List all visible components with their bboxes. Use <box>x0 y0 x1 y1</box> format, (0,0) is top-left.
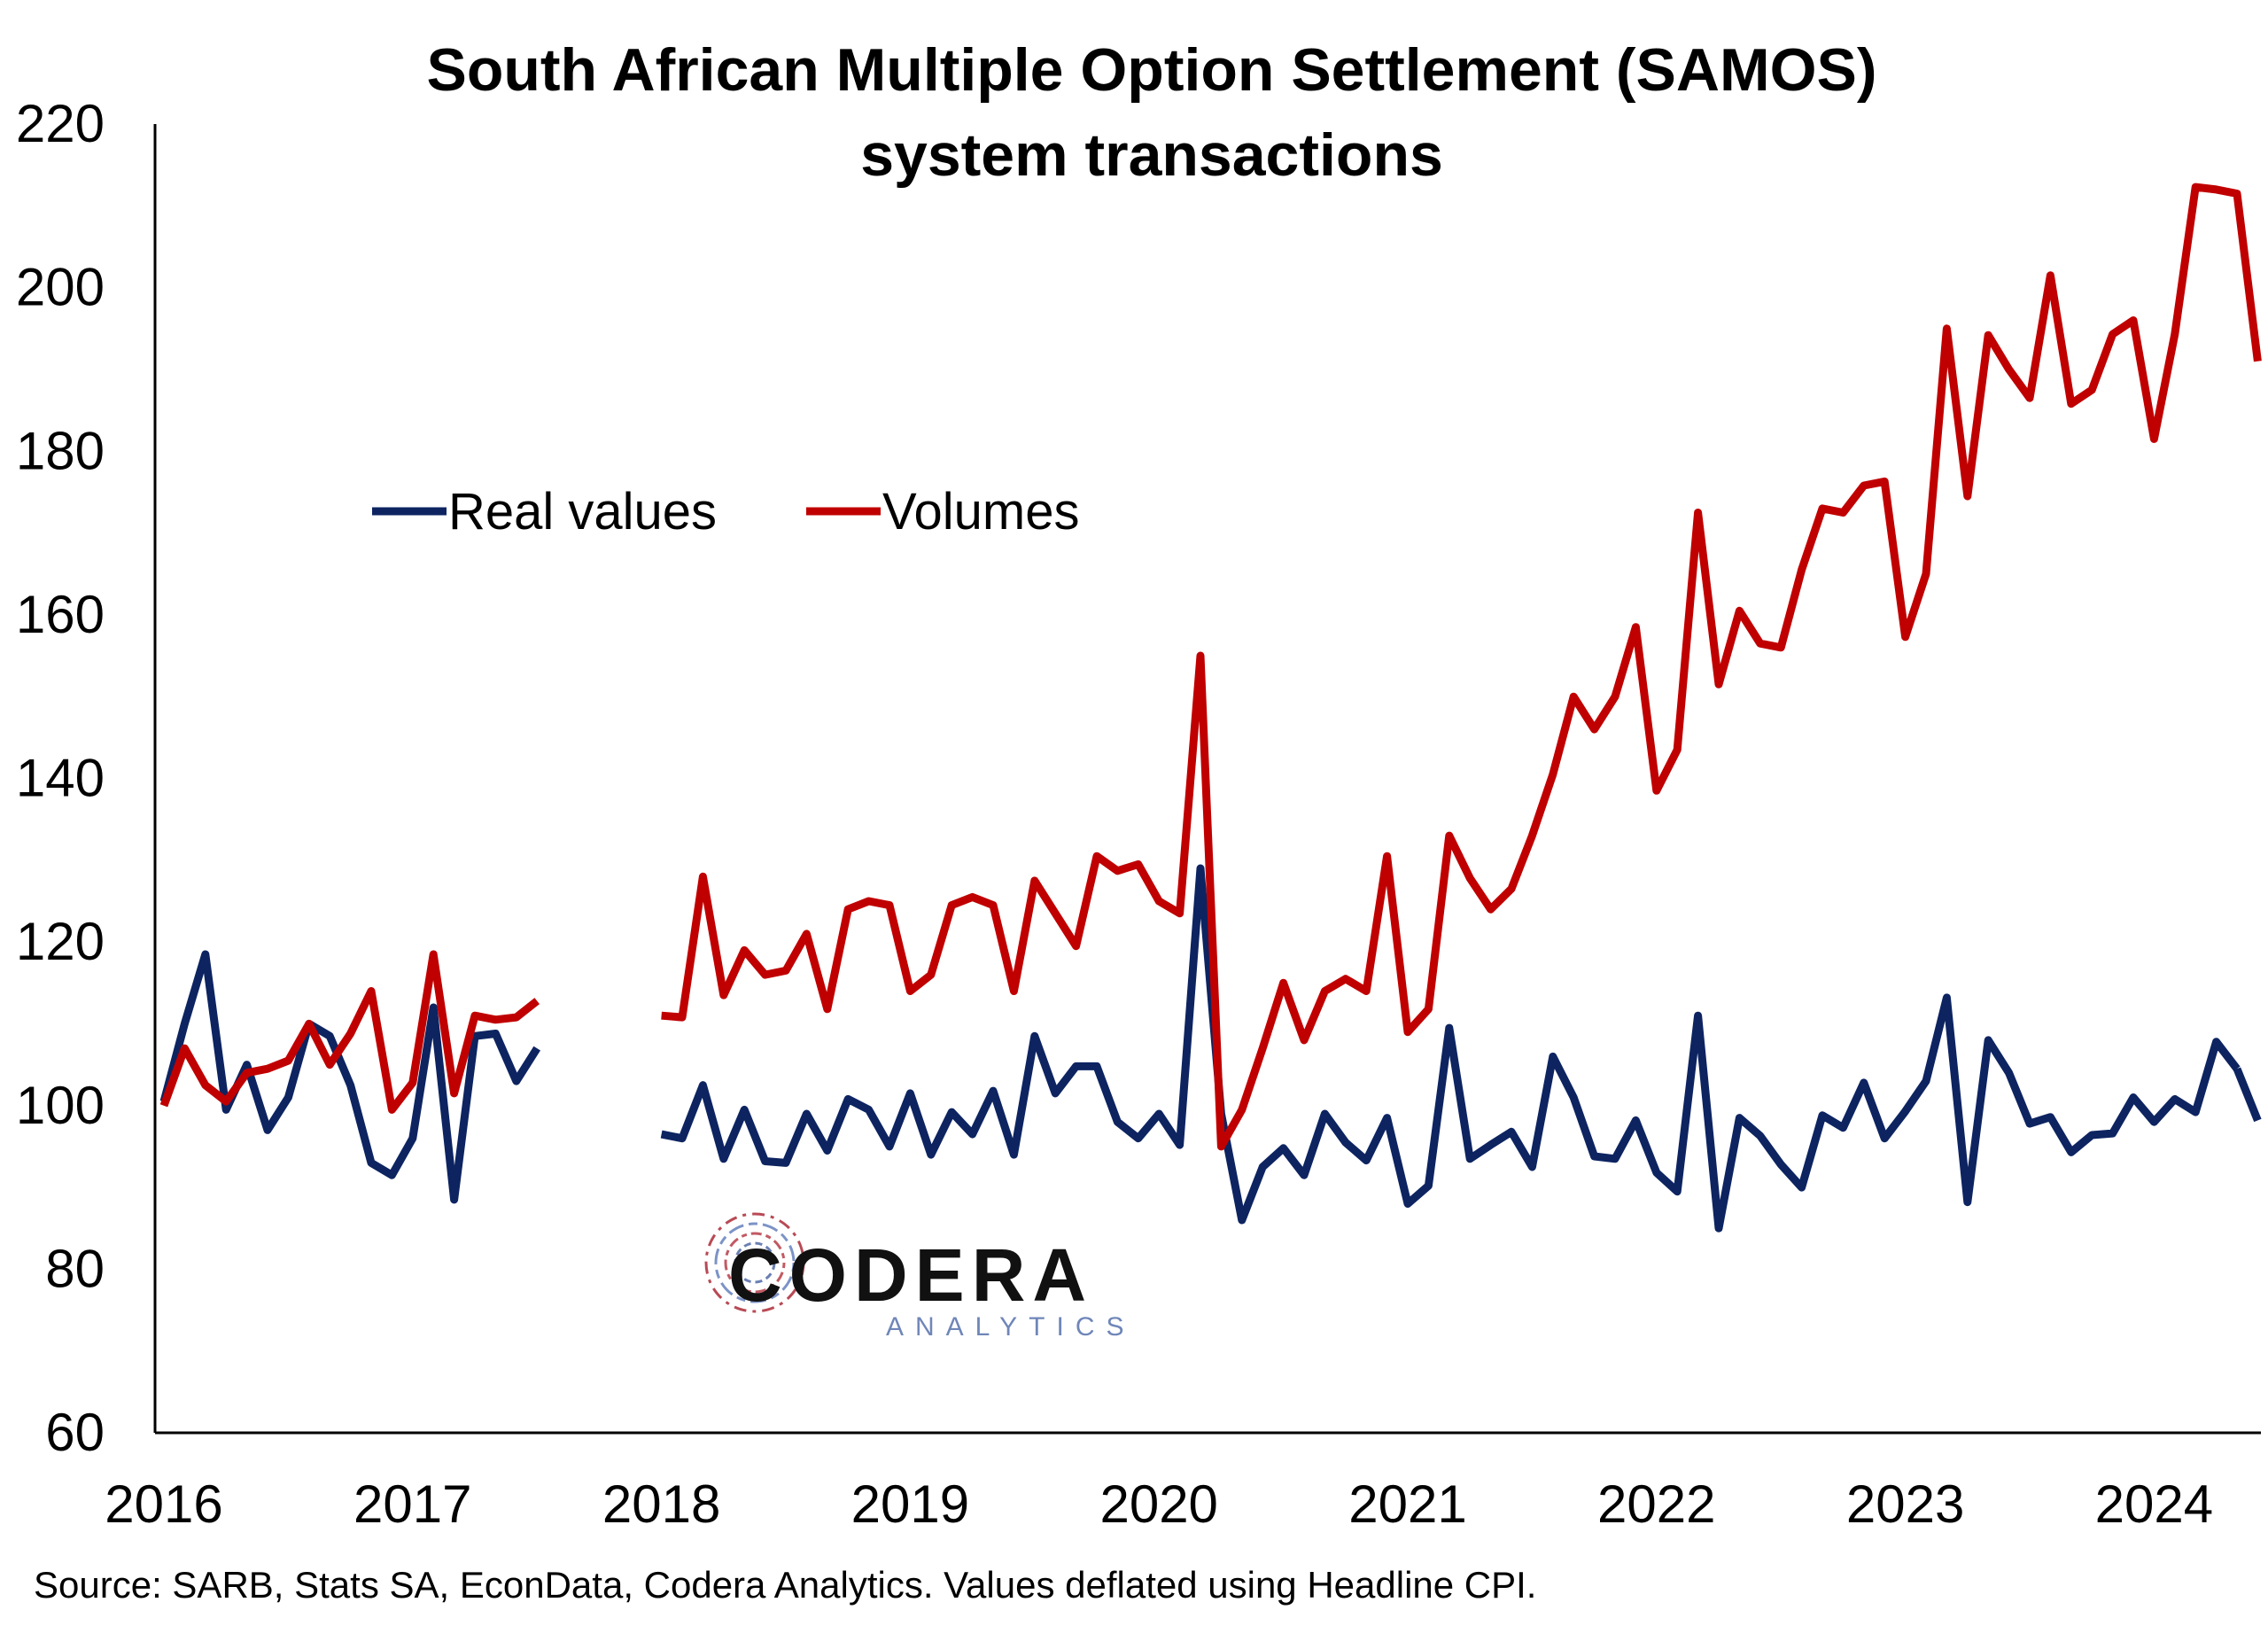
y-tick-label: 200 <box>16 258 105 317</box>
x-tick-label: 2021 <box>1348 1474 1466 1534</box>
y-tick-label: 100 <box>16 1076 105 1135</box>
y-tick-label: 220 <box>16 94 105 153</box>
series-line-real-values <box>660 864 2241 1233</box>
x-tick-label: 2020 <box>1099 1474 1217 1534</box>
x-tick-label: 2018 <box>602 1474 720 1534</box>
codera-logo-mark <box>704 1212 805 1313</box>
x-tick-label: 2017 <box>353 1474 471 1534</box>
x-tick-label: 2016 <box>105 1474 222 1534</box>
codera-logo-text: CODERA <box>728 1233 1093 1317</box>
x-tick-label: 2024 <box>2095 1474 2213 1534</box>
x-tick-label: 2023 <box>1846 1474 1964 1534</box>
codera-logo: CODERA ANALYTICS <box>704 1212 1136 1342</box>
chart-title: South African Multiple Option Settlement… <box>426 36 1876 104</box>
y-tick-labels: 60 80 100 120 140 160 180 200 220 <box>16 94 105 1462</box>
series-line-volumes <box>661 183 2262 1151</box>
y-tick-label: 180 <box>16 421 105 480</box>
codera-logo-tagline: ANALYTICS <box>886 1312 1136 1342</box>
x-tick-label: 2019 <box>851 1474 969 1534</box>
series-line-real-values <box>2233 1067 2262 1123</box>
legend: Real values Volumes <box>372 483 1079 541</box>
x-tick-labels: 2016 2017 2018 2019 2020 2021 2022 2023 2024 <box>105 1474 2213 1534</box>
y-tick-label: 60 <box>45 1403 105 1462</box>
y-tick-label: 120 <box>16 912 105 971</box>
y-tick-label: 80 <box>45 1239 105 1298</box>
x-tick-label: 2022 <box>1597 1474 1715 1534</box>
source-note: Source: SARB, Stats SA, EconData, Codera… <box>34 1564 1536 1606</box>
legend-label-real-values: Real values <box>448 483 717 541</box>
chart-subtitle: system transactions <box>860 121 1443 189</box>
y-tick-label: 160 <box>16 585 105 644</box>
series-lines <box>159 183 2262 1233</box>
legend-label-volumes: Volumes <box>882 483 1079 541</box>
y-tick-label: 140 <box>16 749 105 808</box>
series-line-volumes <box>159 950 540 1114</box>
series-line-real-values <box>159 950 541 1204</box>
